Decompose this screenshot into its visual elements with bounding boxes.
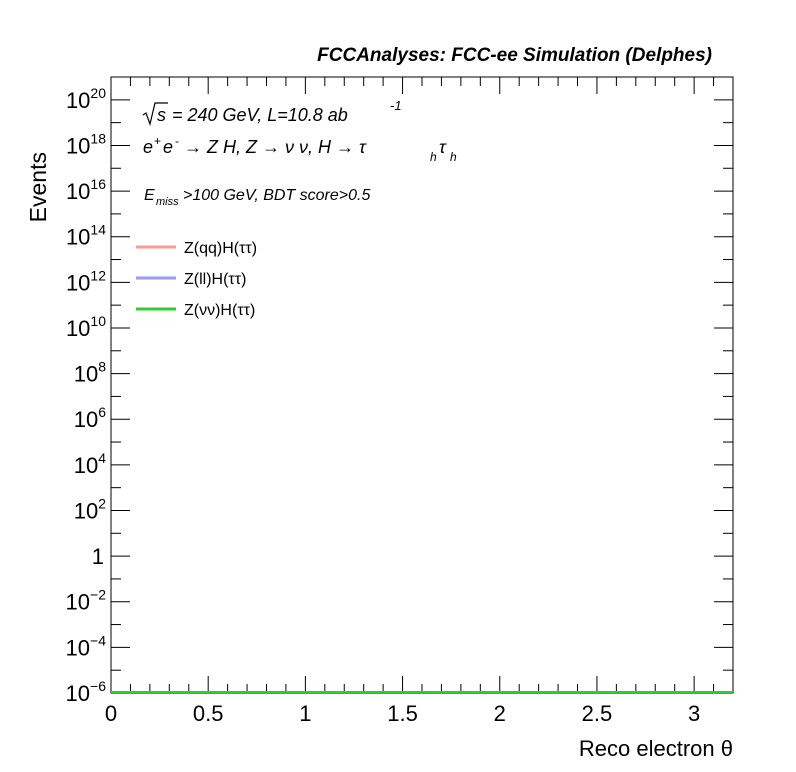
process-tau2: τ: [439, 137, 447, 157]
y-tick-label: 102: [74, 495, 106, 523]
energy-lumi-label: = 240 GeV, L=10.8 ab: [172, 105, 348, 125]
x-tick-label: 1: [299, 701, 311, 726]
cut-rest: >100 GeV, BDT score>0.5: [183, 187, 370, 204]
x-tick-label: 0.5: [193, 701, 224, 726]
process-plus-sup: +: [154, 134, 161, 148]
y-tick-labels: 10−6 10−4 10−2 1 102 104 106 108 1010 1012 1014 101…: [66, 85, 107, 706]
x-tick-label: 0: [105, 701, 117, 726]
cut-E: E: [144, 187, 155, 204]
cut-annotation: E miss >100 GeV, BDT score>0.5: [144, 187, 370, 208]
y-tick-label: 1014: [66, 222, 106, 250]
legend: Z(qq)H(ττ) Z(ll)H(ττ) Z(νν)H(ττ): [136, 240, 257, 319]
y-tick-label: 1: [92, 544, 104, 569]
y-tick-label: 1018: [66, 130, 106, 158]
process-tau-h2-sub: h: [450, 150, 457, 164]
x-tick-label: 2.5: [582, 701, 613, 726]
chart-title: FCCAnalyses: FCC-ee Simulation (Delphes): [317, 45, 712, 66]
process-tau-h1-sub: h: [430, 150, 437, 164]
x-tick-label: 3: [688, 701, 700, 726]
cut-miss-sub: miss: [156, 196, 179, 208]
legend-label: Z(ll)H(ττ): [184, 271, 246, 288]
energy-annotation: s = 240 GeV, L=10.8 ab -1: [142, 98, 402, 127]
process-e-minus: e: [163, 137, 173, 157]
lumi-exponent: -1: [390, 98, 402, 113]
y-tick-label: 104: [74, 450, 106, 478]
y-tick-label: 10−6: [66, 678, 107, 706]
x-tick-label: 1.5: [387, 701, 418, 726]
x-axis-label: Reco electron θ: [579, 736, 733, 761]
plot-frame: [110, 76, 734, 694]
process-minus-sup: -: [175, 134, 179, 148]
process-e-plus: e: [143, 137, 153, 157]
y-tick-label: 10−2: [66, 587, 107, 615]
y-axis-label: Events: [25, 152, 51, 222]
y-tick-label: 1012: [66, 267, 106, 295]
y-tick-label: 10−4: [66, 632, 107, 660]
legend-label: Z(νν)H(ττ): [184, 302, 255, 319]
x-tick-labels: 0 0.5 1 1.5 2 2.5 3: [105, 701, 700, 726]
process-decay: → Z H, Z → ν ν, H → τ: [184, 137, 367, 157]
y-tick-label: 1016: [66, 176, 106, 204]
x-tick-label: 2: [494, 701, 506, 726]
y-tick-label: 108: [74, 359, 106, 387]
y-tick-label: 1010: [66, 313, 106, 341]
sqrt-s-label: s: [157, 105, 166, 125]
axis-ticks: [110, 76, 734, 694]
legend-label: Z(qq)H(ττ): [184, 240, 257, 257]
y-tick-label: 106: [74, 404, 106, 432]
y-tick-label: 1020: [66, 85, 106, 113]
sqrt-symbol-icon: [142, 102, 168, 127]
process-annotation: e + e - → Z H, Z → ν ν, H → τ h τ h: [143, 134, 457, 164]
